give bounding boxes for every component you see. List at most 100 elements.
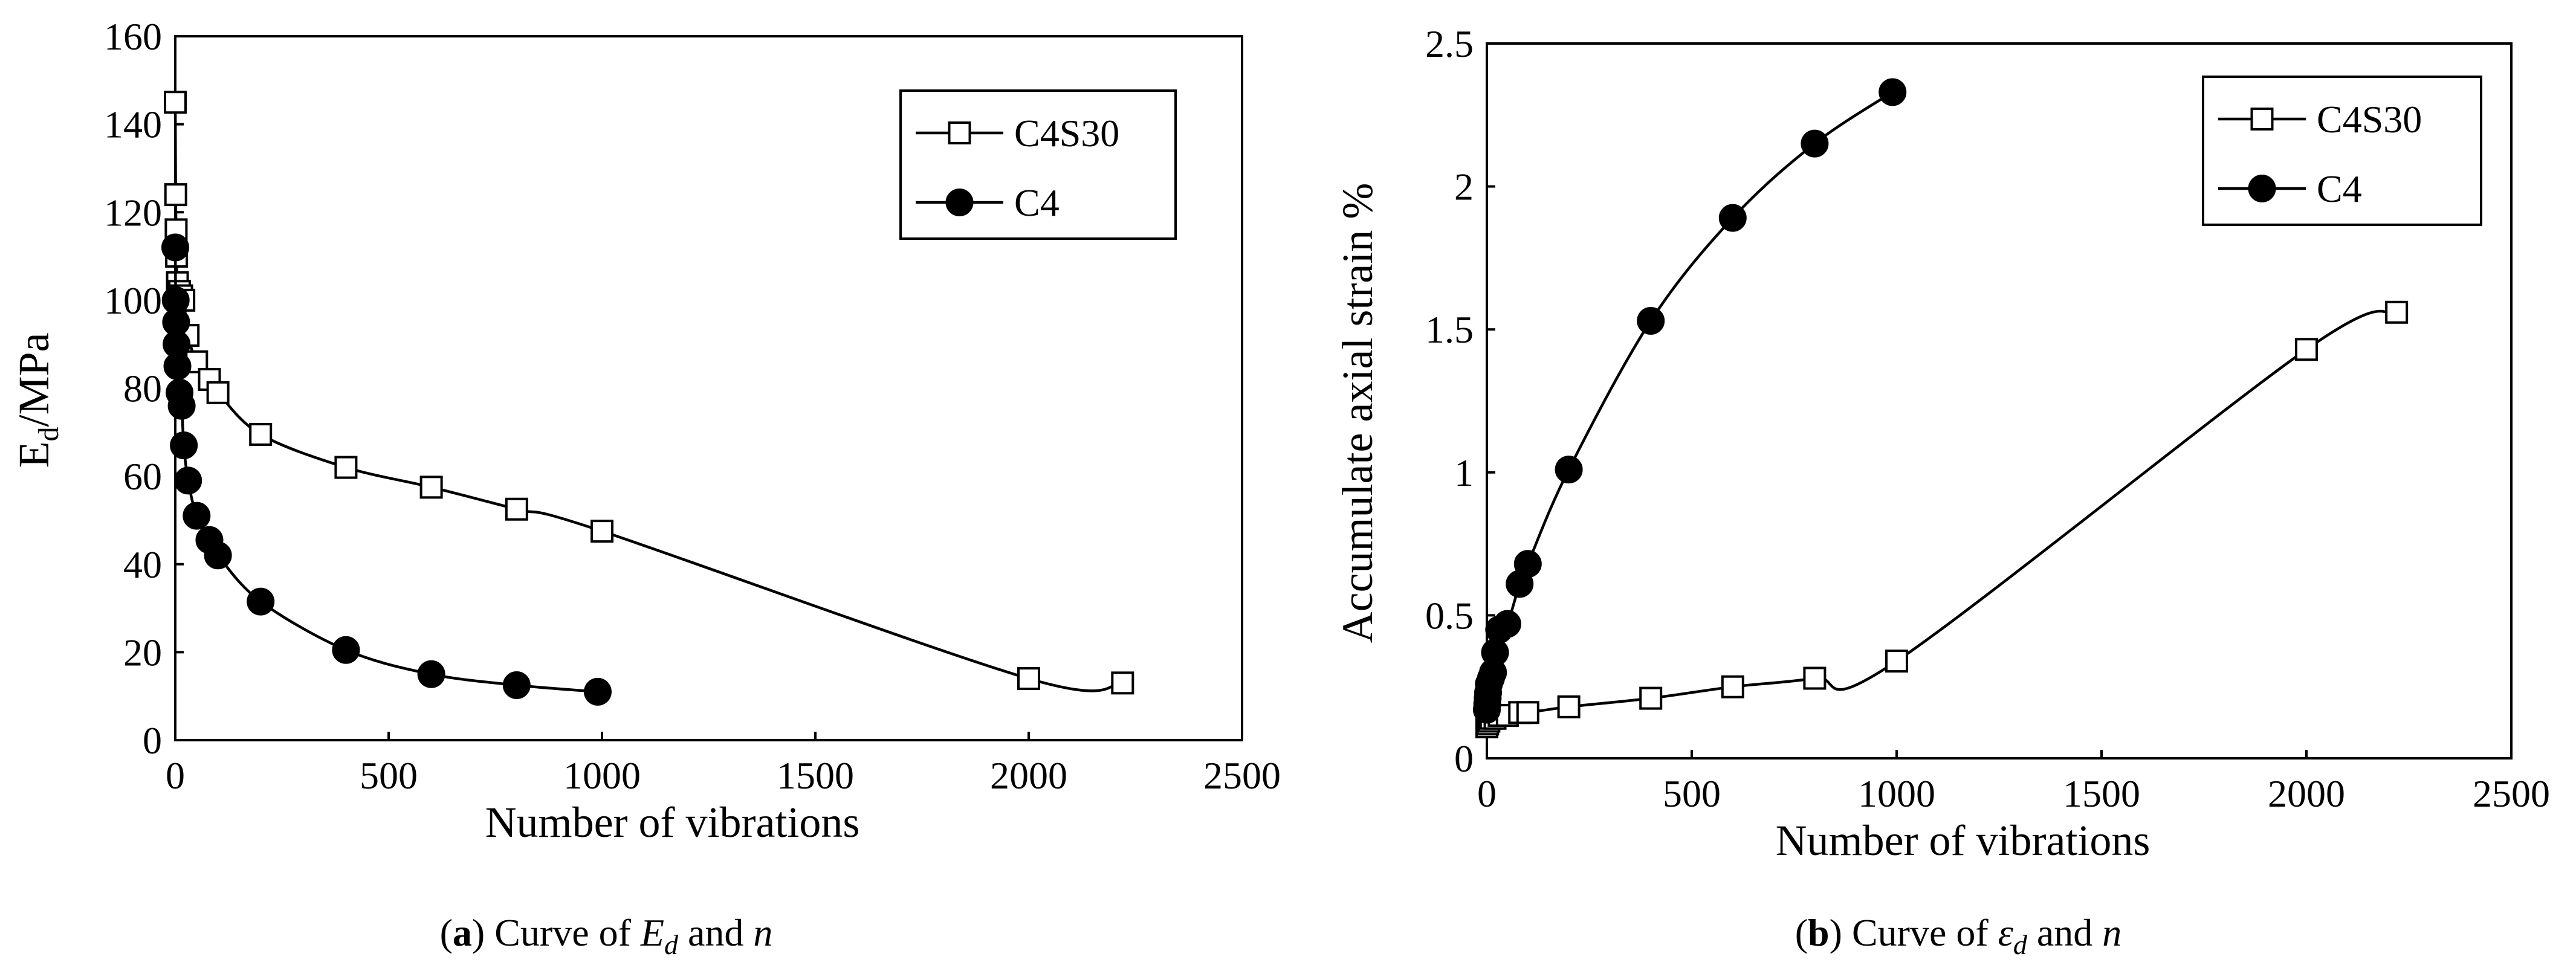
- data-point-c4s30: [1721, 675, 1744, 698]
- caption-variable: n: [753, 911, 772, 954]
- data-point-c4: [417, 660, 445, 688]
- data-point-c4: [183, 502, 211, 530]
- data-point-c4s30: [2295, 338, 2318, 361]
- legend-label-c4s30: C4S30: [2317, 98, 2422, 141]
- x-tick-label: 1500: [2063, 772, 2140, 815]
- data-point-c4s30: [1111, 671, 1134, 695]
- legend-marker-c4s30: [948, 121, 971, 144]
- y-tick-label: 20: [123, 631, 162, 674]
- legend-marker-c4: [945, 189, 974, 216]
- legend-label-c4: C4: [1014, 181, 1060, 224]
- data-point-c4: [163, 352, 192, 381]
- data-point-c4: [332, 636, 360, 664]
- y-tick-label: 1.5: [1425, 308, 1474, 351]
- y-tick-label: 0.5: [1425, 594, 1474, 637]
- y-tick-label: 60: [123, 455, 162, 498]
- y-tick-label: 120: [104, 191, 162, 234]
- y-tick-label: 160: [104, 15, 162, 58]
- y-tick-label: 140: [104, 103, 162, 146]
- caption: (b) Curve of εd and n: [1795, 911, 2122, 960]
- y-tick-label: 2.5: [1425, 22, 1474, 65]
- data-point-c4: [1801, 129, 1829, 158]
- data-point-c4s30: [1803, 666, 1827, 690]
- series-line-c4: [1485, 91, 1894, 710]
- caption-variable: n: [2102, 911, 2121, 954]
- data-point-c4s30: [505, 497, 528, 521]
- x-axis-label: Number of vibrations: [485, 798, 860, 847]
- y-tick-label: 0: [143, 719, 162, 762]
- x-tick-label: 2000: [2268, 772, 2345, 815]
- y-axis-label-unit: /MPa: [10, 332, 58, 427]
- legend-label-c4: C4: [2317, 167, 2362, 210]
- x-tick-label: 2500: [1203, 754, 1281, 797]
- data-point-c4: [1493, 610, 1521, 638]
- data-point-c4: [1555, 456, 1583, 484]
- data-point-c4: [174, 466, 202, 495]
- data-point-c4s30: [1516, 701, 1539, 724]
- y-axis-label-symbol: E: [10, 442, 58, 468]
- data-point-c4: [161, 233, 189, 262]
- x-tick-label: 0: [166, 754, 185, 797]
- data-point-c4: [170, 431, 198, 460]
- y-tick-label: 0: [1454, 737, 1474, 780]
- caption-letter: a: [453, 911, 472, 954]
- caption-conjunction: and: [678, 911, 753, 954]
- caption-symbol: E: [640, 911, 664, 954]
- y-axis-label-subscript: d: [33, 427, 65, 442]
- data-point-c4s30: [249, 422, 273, 446]
- data-point-c4s30: [206, 381, 230, 404]
- x-tick-label: 1000: [563, 754, 641, 797]
- caption-symbol-subscript: d: [664, 929, 679, 960]
- legend-box: [899, 89, 1177, 240]
- data-point-c4s30: [334, 456, 358, 479]
- data-point-c4: [1879, 78, 1907, 106]
- data-point-c4s30: [1557, 695, 1581, 718]
- y-axis-label: Accumulate axial strain %: [1333, 183, 1382, 643]
- data-point-c4: [1481, 638, 1509, 666]
- caption-symbol: ε: [1998, 911, 2014, 954]
- y-tick-label: 2: [1454, 166, 1474, 208]
- y-tick-label: 100: [104, 279, 162, 322]
- data-point-c4: [167, 392, 196, 420]
- data-point-c4s30: [164, 183, 187, 207]
- legend-marker-c4s30: [2250, 108, 2274, 131]
- caption-text: ) Curve of: [1830, 911, 1998, 954]
- data-point-c4: [204, 541, 232, 570]
- data-point-c4: [583, 677, 612, 706]
- x-tick-label: 500: [360, 754, 418, 797]
- series-line-c4s30: [1485, 309, 2398, 727]
- data-point-c4: [1718, 204, 1747, 232]
- data-point-c4s30: [1017, 667, 1040, 691]
- chart-a: 0 20 40 60 80 100 120 140 160 0 500 1000 1500 2000 250…: [10, 15, 1281, 960]
- x-tick-label: 1500: [777, 754, 854, 797]
- x-tick-label: 1000: [1858, 772, 1935, 815]
- plot-area-frame: [1486, 42, 2513, 760]
- y-tick-label: 80: [123, 367, 162, 410]
- x-tick-label: 0: [1477, 772, 1497, 815]
- caption: (a) Curve of Ed and n: [440, 911, 773, 960]
- x-axis-label: Number of vibrations: [1776, 816, 2150, 865]
- data-point-c4: [502, 671, 531, 699]
- y-tick-label: 40: [123, 543, 162, 586]
- caption-letter: b: [1808, 911, 1830, 954]
- caption-open-paren: (: [440, 911, 453, 954]
- caption-text: ) Curve of: [472, 911, 641, 954]
- chart-b: 0 0.5 1 1.5 2 2.5 0 500 1000 1500 2000 2500 Number o…: [1333, 22, 2550, 960]
- data-point-c4s30: [164, 91, 187, 114]
- x-tick-label: 500: [1663, 772, 1721, 815]
- data-point-c4s30: [2385, 300, 2409, 324]
- caption-symbol-subscript: d: [2013, 929, 2028, 960]
- caption-conjunction: and: [2027, 911, 2102, 954]
- data-point-c4: [1513, 550, 1542, 578]
- x-tick-label: 2500: [2473, 772, 2550, 815]
- data-point-c4s30: [419, 476, 443, 499]
- x-tick-label: 2000: [990, 754, 1067, 797]
- caption-open-paren: (: [1795, 911, 1808, 954]
- legend-marker-c4: [2248, 175, 2276, 202]
- data-point-c4: [247, 587, 275, 616]
- data-point-c4s30: [591, 520, 613, 543]
- data-point-c4: [1637, 307, 1665, 335]
- y-axis-label: Ed/MPa: [10, 332, 65, 468]
